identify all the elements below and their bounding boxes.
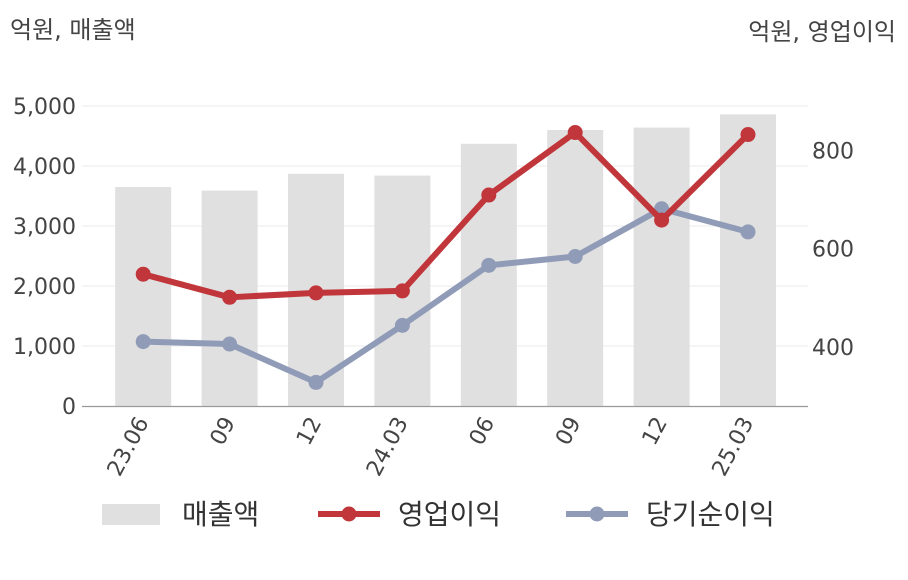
- left-tick-label-4: 4,000: [13, 155, 76, 180]
- left-tick-label-3: 3,000: [13, 215, 76, 240]
- series-2-point-3: [394, 317, 410, 333]
- x-tick-label-3: 24.03: [362, 413, 414, 480]
- series-1-point-1: [222, 289, 238, 305]
- x-tick-label-5: 09: [551, 413, 586, 449]
- right-tick-label-2: 800: [812, 139, 854, 164]
- legend-marker-2: [589, 506, 605, 522]
- left-tick-label-5: 5,000: [13, 95, 76, 120]
- line-series: [135, 125, 756, 390]
- series-2-point-7: [740, 224, 756, 240]
- bar-7: [720, 114, 776, 407]
- series-2-point-4: [481, 257, 497, 273]
- bar-5: [547, 130, 604, 406]
- right-axis-unit-label: 억원, 영업이익: [748, 18, 896, 46]
- x-tick-label-2: 12: [292, 413, 327, 449]
- series-2-point-5: [567, 248, 583, 264]
- legend-label-1: 영업이익: [398, 498, 501, 531]
- series-2-point-1: [222, 336, 238, 352]
- series-1-point-7: [740, 127, 756, 143]
- series-2-point-2: [308, 374, 324, 390]
- legend: 매출액 영업이익 당기순이익: [102, 498, 775, 531]
- x-tick-label-4: 06: [465, 413, 500, 449]
- right-tick-label-1: 600: [812, 238, 854, 263]
- series-1-point-3: [394, 283, 410, 299]
- left-tick-label-0: 0: [62, 395, 76, 420]
- left-axis-unit-label: 억원, 매출액: [10, 16, 136, 44]
- series-line-2: [140, 205, 751, 386]
- right-axis: 400 600 800: [812, 139, 854, 361]
- bar-6: [633, 127, 690, 406]
- right-tick-label-0: 400: [812, 336, 854, 361]
- legend-marker-1: [341, 506, 357, 522]
- x-axis: 23.06 09 12 24.03 06 09 12 25.03: [103, 413, 759, 480]
- x-tick-label-6: 12: [638, 413, 673, 449]
- gridlines: [82, 105, 808, 347]
- x-tick-label-7: 25.03: [708, 413, 760, 480]
- series-1-point-5: [567, 125, 583, 141]
- legend-label-0: 매출액: [182, 498, 259, 531]
- bar-0: [115, 187, 172, 406]
- x-tick-label-0: 23.06: [103, 413, 155, 480]
- left-tick-label-1: 1,000: [13, 335, 76, 360]
- series-1-point-4: [481, 187, 497, 203]
- series-line-1: [140, 129, 751, 301]
- left-tick-label-2: 2,000: [13, 275, 76, 300]
- series-1-point-2: [308, 285, 324, 301]
- legend-swatch-0: [102, 504, 160, 525]
- x-tick-label-1: 09: [206, 413, 241, 449]
- bar-series: [115, 114, 776, 407]
- legend-label-2: 당기순이익: [646, 498, 775, 531]
- series-1-point-6: [654, 212, 670, 228]
- left-axis: 0 1,000 2,000 3,000 4,000 5,000: [13, 95, 76, 420]
- series-1-point-0: [135, 266, 151, 282]
- series-2-point-0: [135, 334, 151, 350]
